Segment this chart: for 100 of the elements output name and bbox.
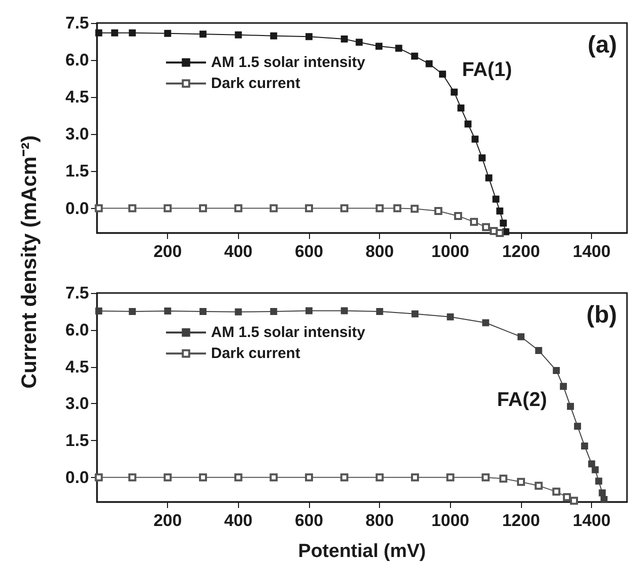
point [376, 308, 384, 315]
point [164, 30, 172, 37]
y-tick-label: 1.5 [65, 431, 89, 450]
point [305, 473, 313, 482]
point [395, 44, 402, 52]
point [95, 29, 102, 36]
point [164, 204, 172, 212]
annotation: FA(1) [462, 59, 512, 81]
point [111, 29, 118, 36]
point [164, 473, 172, 482]
point [434, 207, 442, 216]
x-tick-label: 1400 [572, 511, 611, 530]
y-tick-label: 0.0 [65, 468, 89, 487]
point [500, 220, 507, 227]
annotation: FA(2) [497, 389, 547, 411]
y-tick-label: 1.5 [65, 162, 89, 181]
point [164, 307, 172, 314]
x-tick-label: 600 [294, 511, 324, 530]
point [199, 473, 207, 482]
point [128, 308, 136, 315]
x-tick-label: 1200 [502, 511, 540, 530]
point [375, 42, 382, 50]
y-tick-label: 7.5 [65, 284, 89, 302]
annotation: (b) [586, 302, 618, 328]
point [234, 308, 242, 316]
point [446, 313, 454, 320]
point [600, 496, 608, 504]
point [598, 489, 606, 496]
point [482, 473, 490, 482]
point [199, 204, 207, 212]
point [270, 308, 278, 315]
point [340, 204, 348, 212]
point [234, 31, 242, 38]
x-tick-label: 1400 [572, 242, 611, 261]
point [439, 70, 446, 78]
point [496, 208, 504, 215]
x-tick-label: 200 [153, 511, 182, 530]
point [270, 32, 278, 40]
x-tick-label: 600 [294, 242, 324, 261]
point [426, 60, 433, 68]
point [305, 204, 313, 212]
point [499, 474, 508, 483]
y-tick-label: 3.0 [65, 394, 89, 414]
point [552, 488, 560, 496]
y-tick-label: 4.5 [65, 88, 89, 107]
point [464, 120, 472, 128]
point [376, 473, 384, 482]
point [128, 29, 136, 36]
point [200, 30, 206, 38]
point [492, 196, 500, 203]
y-tick-label: 6.0 [65, 320, 89, 340]
y-axis-title: Current density (mAcm⁻²) [17, 135, 42, 389]
x-tick-label: 200 [153, 242, 182, 261]
point [518, 333, 524, 340]
point [234, 204, 242, 212]
point [410, 204, 419, 213]
point [411, 52, 418, 60]
point [470, 218, 478, 226]
point [412, 310, 418, 318]
point [94, 204, 103, 212]
x-tick-label: 1000 [431, 511, 470, 530]
point [446, 473, 454, 482]
point [592, 466, 599, 474]
x-tick-label: 800 [365, 242, 394, 261]
point [535, 347, 542, 354]
point [482, 223, 490, 232]
y-tick-label: 0.0 [65, 198, 89, 218]
point [457, 104, 464, 112]
point [340, 36, 348, 43]
point [340, 307, 348, 314]
point [478, 154, 486, 162]
point [234, 473, 242, 482]
legend-label: AM 1.5 solar intensity [211, 324, 366, 341]
point [94, 473, 103, 482]
x-tick-label: 1200 [502, 242, 540, 261]
y-tick-label: 4.5 [65, 357, 89, 376]
annotation: (a) [588, 32, 618, 58]
y-tick-label: 6.0 [65, 50, 89, 70]
point [411, 473, 419, 482]
y-tick-label: 3.0 [65, 124, 89, 144]
point [485, 174, 492, 182]
point [581, 442, 588, 450]
point [306, 307, 312, 314]
point [574, 422, 582, 430]
point [200, 308, 206, 315]
legend-label: Dark current [211, 345, 300, 362]
point [588, 460, 596, 468]
point [376, 204, 384, 212]
point [356, 38, 363, 46]
point [393, 204, 402, 212]
point [534, 482, 543, 490]
point [552, 366, 560, 374]
point [270, 473, 278, 482]
x-tick-label: 800 [365, 511, 394, 530]
point [128, 204, 136, 212]
point [95, 307, 102, 314]
point [306, 33, 312, 40]
point [517, 478, 525, 486]
point [472, 136, 479, 143]
point [595, 478, 602, 485]
